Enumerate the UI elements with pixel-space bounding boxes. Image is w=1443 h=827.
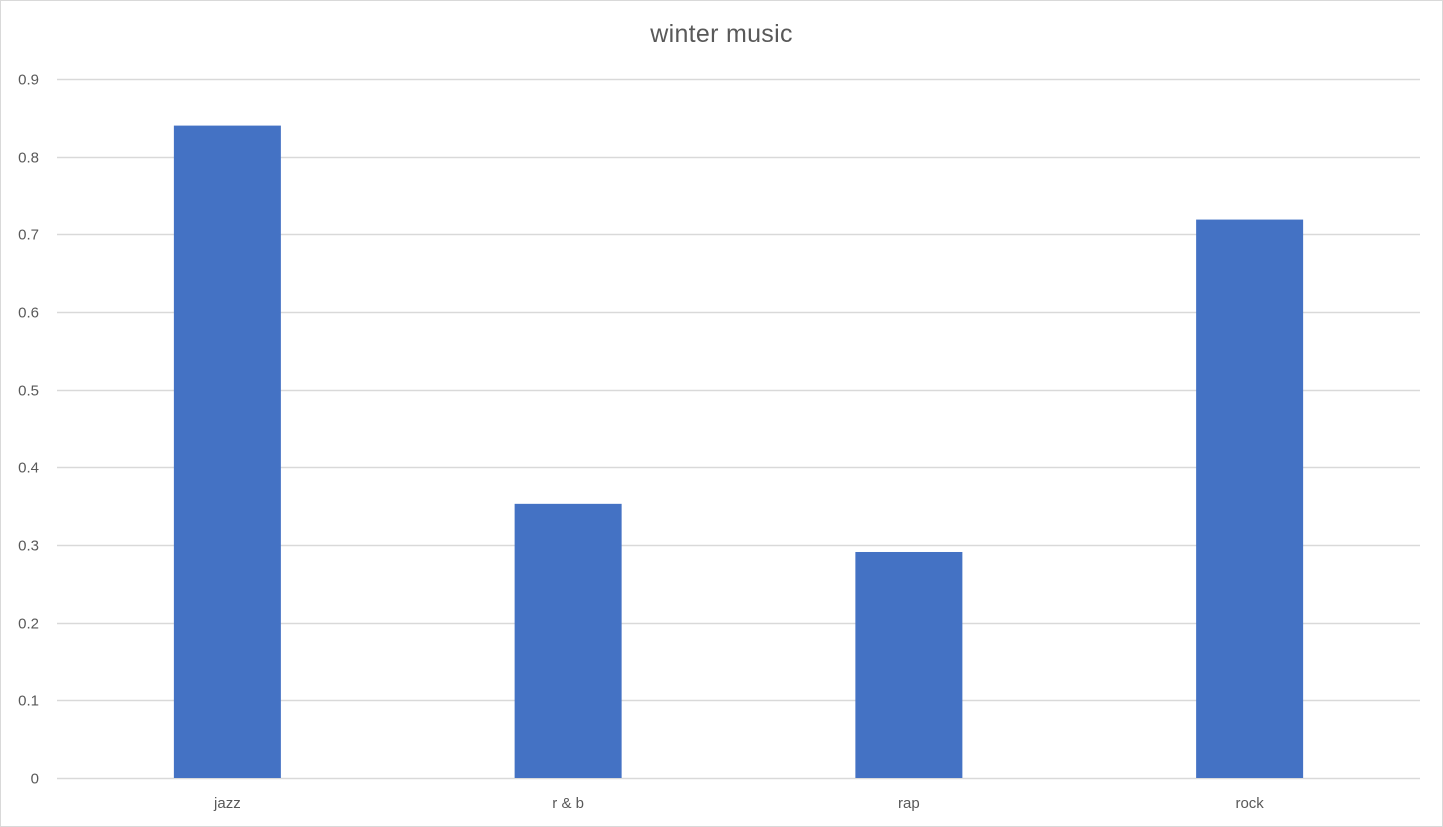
x-axis-ticks: jazz r & b rap rock — [213, 795, 1264, 812]
chart-title: winter music — [650, 20, 793, 48]
gridlines — [57, 78, 1420, 780]
bar-rap — [855, 551, 963, 778]
y-tick-label: 0.9 — [18, 72, 39, 89]
x-tick-label: rap — [898, 795, 920, 812]
x-tick-label: rock — [1235, 795, 1264, 812]
y-tick-label: 0.7 — [18, 227, 39, 244]
x-tick-label: r & b — [552, 795, 584, 812]
bar-rock — [1196, 219, 1304, 778]
y-tick-label: 0.1 — [18, 693, 39, 710]
x-tick-label: jazz — [213, 795, 241, 812]
y-tick-label: 0.8 — [18, 150, 39, 167]
bar-jazz — [173, 125, 281, 779]
y-tick-label: 0.4 — [18, 460, 39, 477]
y-tick-label: 0 — [31, 771, 39, 788]
bar-r-b — [514, 503, 622, 778]
y-tick-label: 0.2 — [18, 616, 39, 633]
y-axis-ticks: 0 0.1 0.2 0.3 0.4 0.5 0.6 0.7 0.8 0.9 — [18, 72, 39, 788]
y-tick-label: 0.6 — [18, 305, 39, 322]
y-tick-label: 0.5 — [18, 383, 39, 400]
y-tick-label: 0.3 — [18, 538, 39, 555]
bars — [173, 125, 1304, 779]
